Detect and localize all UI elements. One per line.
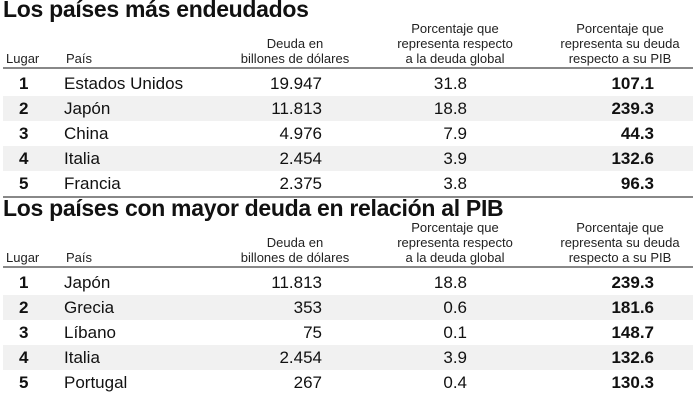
table-row: 5 Francia 2.375 3.8 96.3 [3,171,693,196]
gdp-pct-value: 239.3 [611,99,654,118]
gdp-pct-value: 44.3 [620,124,654,143]
global-pct-value: 7.9 [443,124,467,143]
header-line: billones de dólares [240,250,350,265]
gdp-pct-value: 148.7 [611,323,654,342]
country: China [64,124,109,143]
table-title: Los países con mayor deuda en relación a… [3,195,504,221]
global-pct-value: 3.8 [443,174,467,193]
table-row: 3 Líbano 75 0.1 148.7 [3,320,693,345]
gdp-pct-value: 181.6 [611,298,654,317]
header-gdp-pct: Porcentaje que representa su deuda respe… [540,220,700,265]
global-pct-value: 18.8 [433,273,467,292]
table-row: 4 Italia 2.454 3.9 132.6 [3,146,693,171]
gdp-pct-value: 130.3 [611,373,654,392]
country: Líbano [64,323,116,342]
debt-value: 4.976 [279,124,322,143]
header-line: billones de dólares [240,51,350,66]
global-pct-value: 0.4 [443,373,467,392]
debt-value: 19.947 [270,74,322,93]
header-line: representa respecto [397,235,513,250]
global-pct-value: 31.8 [433,74,467,93]
header-country: País [66,250,93,265]
header-line: representa su deuda [560,36,680,51]
header-line: respecto a su PIB [568,51,672,66]
country: Portugal [64,373,128,392]
debt-value: 353 [293,298,322,317]
header-line: representa su deuda [560,235,680,250]
header-line: Deuda en [266,235,324,250]
header-global-pct: Porcentaje que representa respecto a la … [380,220,530,265]
country: Japón [64,273,111,292]
rank: 1 [19,74,29,93]
global-pct-value: 0.1 [443,323,467,342]
header-rank: Lugar [6,250,40,265]
gdp-pct-value: 96.3 [620,174,654,193]
rank: 5 [19,373,29,392]
gdp-pct-value: 239.3 [611,273,654,292]
header-debt: Deuda en billones de dólares [220,36,370,66]
header-line: representa respecto [397,36,513,51]
rank: 2 [19,298,29,317]
debt-value: 267 [293,373,322,392]
header-line: a la deuda global [405,250,505,265]
debt-value: 2.375 [279,174,322,193]
table-row: 5 Portugal 267 0.4 130.3 [3,370,693,395]
header-debt: Deuda en billones de dólares [220,235,370,265]
rank: 1 [19,273,29,292]
rank: 4 [19,149,29,168]
header-global-pct: Porcentaje que representa respecto a la … [380,21,530,66]
table-row: 1 Estados Unidos 19.947 31.8 107.1 [3,71,693,96]
country: Italia [64,149,100,168]
header-line: Porcentaje que [411,220,499,235]
country: Japón [64,99,111,118]
header-rule [3,266,693,268]
global-pct-value: 18.8 [433,99,467,118]
country: Francia [64,174,121,193]
country: Italia [64,348,100,367]
table-row: 1 Japón 11.813 18.8 239.3 [3,270,693,295]
header-line: Porcentaje que [576,21,664,36]
debt-value: 11.813 [271,99,322,118]
table-row: 3 China 4.976 7.9 44.3 [3,121,693,146]
gdp-pct-value: 132.6 [611,348,654,367]
rank: 3 [19,124,29,143]
rank: 3 [19,323,29,342]
header-line: Porcentaje que [576,220,664,235]
global-pct-value: 3.9 [443,348,467,367]
header-gdp-pct: Porcentaje que representa su deuda respe… [540,21,700,66]
gdp-pct-value: 107.1 [611,74,654,93]
table-row: 2 Japón 11.813 18.8 239.3 [3,96,693,121]
header-country: País [66,51,93,66]
table-row: 2 Grecia 353 0.6 181.6 [3,295,693,320]
global-pct-value: 0.6 [443,298,467,317]
header-line: a la deuda global [405,51,505,66]
rank: 5 [19,174,29,193]
debt-value: 2.454 [279,348,322,367]
debt-value: 75 [303,323,322,342]
debt-value: 11.813 [271,273,322,292]
table-row: 4 Italia 2.454 3.9 132.6 [3,345,693,370]
global-pct-value: 3.9 [443,149,467,168]
header-line: Porcentaje que [411,21,499,36]
country: Grecia [64,298,115,317]
country: Estados Unidos [64,74,184,93]
rank: 4 [19,348,29,367]
gdp-pct-value: 132.6 [611,149,654,168]
header-line: respecto a su PIB [568,250,672,265]
header-rank: Lugar [6,51,40,66]
header-rule [3,67,693,69]
bottom-rule [3,196,693,198]
table-title: Los países más endeudados [3,0,309,22]
header-line: Deuda en [266,36,324,51]
debt-value: 2.454 [279,149,322,168]
rank: 2 [19,99,29,118]
